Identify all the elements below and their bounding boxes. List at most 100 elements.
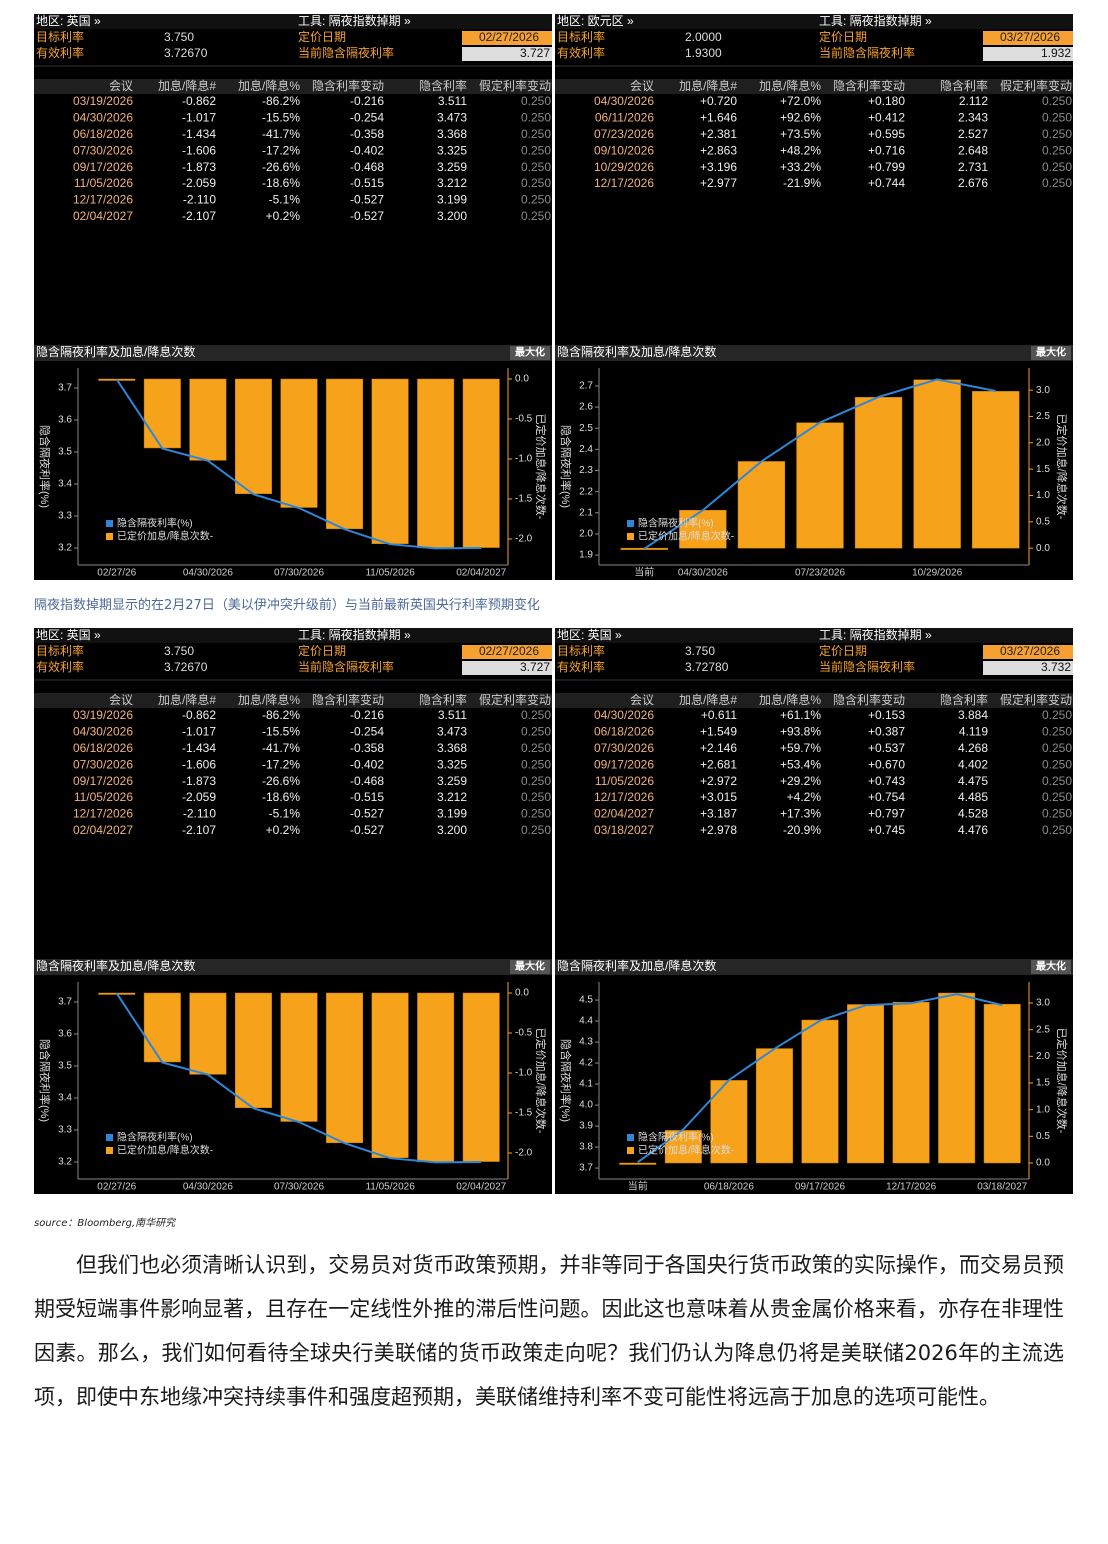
column-header: 加息/降息%: [238, 692, 300, 707]
table-cell: -1.606: [182, 143, 216, 157]
table-cell: 0.250: [521, 143, 551, 157]
legend-label: 已定价加息/降息次数-: [638, 1144, 734, 1157]
table-cell: -26.6%: [262, 774, 300, 788]
table-cell: 09/17/2026: [73, 160, 133, 174]
table-cell: +2.146: [700, 741, 737, 755]
maximize-label: 最大化: [1036, 346, 1066, 359]
table-cell: 0.250: [521, 176, 551, 190]
table-cell: -0.358: [350, 741, 384, 755]
table-cell: 03/19/2026: [73, 708, 133, 722]
x-tick-label: 当前: [634, 566, 654, 579]
table-cell: -1.434: [182, 741, 216, 755]
table-cell: -1.873: [182, 160, 216, 174]
y-tick-label: 3.6: [58, 1029, 72, 1040]
header-bar: [34, 628, 552, 643]
region: 地区: 欧元区 »: [557, 14, 634, 28]
column-header: 隐含利率变动: [312, 692, 384, 707]
table-cell: +0.180: [868, 94, 905, 108]
column-header: 隐含利率: [940, 78, 988, 93]
y2-axis-title: 已定价加息/降息次数-: [534, 1028, 548, 1134]
table-cell: 0.250: [1042, 143, 1072, 157]
column-header: 会议: [109, 693, 133, 707]
y-tick-label: 2.5: [579, 423, 593, 434]
table-cell: +0.720: [700, 94, 737, 108]
table-cell: -0.254: [350, 725, 384, 739]
table-cell: -0.254: [350, 111, 384, 125]
table-cell: 0.250: [521, 807, 551, 821]
date-box[interactable]: [462, 645, 552, 659]
maximize-button[interactable]: [1031, 960, 1071, 974]
table-cell: +29.2%: [780, 774, 821, 788]
table-cell: 0.250: [521, 790, 551, 804]
table-cell: 06/18/2026: [73, 741, 133, 755]
tool: 工具: 隔夜指数掉期 »: [819, 628, 932, 642]
y2-axis-title: 已定价加息/降息次数-: [534, 414, 548, 520]
x-tick-label: 09/17/2026: [795, 1182, 845, 1193]
rate-line: [115, 992, 482, 1164]
table-cell: 4.485: [958, 790, 988, 804]
table-cell: +0.153: [868, 708, 905, 722]
header-bar: [34, 14, 552, 29]
table-cell: 04/30/2026: [594, 708, 654, 722]
column-header: 会议: [109, 79, 133, 93]
table-cell: +0.595: [868, 127, 905, 141]
chart-title-bar: [34, 345, 552, 361]
table-cell: +61.1%: [780, 708, 821, 722]
header-bar: [555, 628, 1073, 643]
y-tick-label: 4.2: [579, 1058, 593, 1069]
column-header: 隐含利率: [419, 78, 467, 93]
table-cell: +0.716: [868, 143, 905, 157]
table-cell: 3.511: [438, 708, 467, 722]
table-cell: 0.250: [1042, 823, 1072, 837]
x-tick-label: 04/30/2026: [678, 568, 728, 579]
chart-title-bar: [34, 959, 552, 975]
maximize-button[interactable]: [510, 960, 550, 974]
table-cell: +2.863: [700, 143, 737, 157]
bloomberg-panel: 地区: 英国 » 工具: 隔夜指数掉期 » 目标利率 3.750 定价日期 02/27/2…: [34, 14, 552, 580]
implied-box: [462, 661, 552, 675]
y2-tick-label: 3.0: [1036, 998, 1050, 1009]
date-box[interactable]: [462, 31, 552, 45]
y-tick-label: 3.3: [58, 1125, 72, 1136]
table-cell: -15.5%: [262, 111, 300, 125]
y-axis-title: 隐含隔夜利率(%): [38, 1039, 52, 1122]
table-cell: 0.250: [1042, 94, 1072, 108]
y-tick-label: 2.4: [579, 444, 593, 455]
table-cell: 0.250: [1042, 708, 1072, 722]
y-tick-label: 4.5: [579, 995, 593, 1006]
label: 有效利率: [557, 45, 605, 60]
bar: [854, 397, 903, 549]
table-cell: 3.212: [437, 176, 467, 190]
table-cell: 2.731: [958, 160, 988, 174]
table-cell: 0.250: [1042, 176, 1072, 190]
x-tick-label: 04/30/2026: [183, 568, 233, 579]
y-tick-label: 2.1: [579, 507, 593, 518]
table-cell: +72.0%: [780, 94, 821, 108]
y-tick-label: 2.6: [579, 402, 593, 413]
column-header: 隐含利率: [940, 692, 988, 707]
table-cell: 02/04/2027: [73, 823, 133, 837]
table-cell: +2.978: [700, 823, 737, 837]
table-cell: -2.107: [182, 823, 216, 837]
label: 当前隐含隔夜利率: [298, 659, 394, 674]
chart-title: 隐含隔夜利率及加息/降息次数: [36, 344, 195, 359]
bar: [801, 1019, 839, 1164]
table-cell: 04/30/2026: [73, 725, 133, 739]
value: 3.750: [164, 30, 194, 44]
maximize-button[interactable]: [510, 346, 550, 360]
y2-tick-label: -1.0: [515, 454, 533, 465]
table-cell: 12/17/2026: [73, 193, 133, 207]
date-box[interactable]: [983, 645, 1073, 659]
region: 地区: 英国 »: [36, 14, 101, 28]
tool: 工具: 隔夜指数掉期 »: [298, 14, 411, 28]
label: 当前隐含隔夜利率: [819, 45, 915, 60]
table-cell: 0.250: [1042, 741, 1072, 755]
maximize-button[interactable]: [1031, 346, 1071, 360]
x-tick-label: 03/18/2027: [977, 1182, 1027, 1193]
table-cell: +0.744: [868, 176, 905, 190]
column-header: 会议: [630, 693, 654, 707]
date-box[interactable]: [983, 31, 1073, 45]
table-cell: 3.199: [437, 807, 467, 821]
y-tick-label: 3.8: [579, 1142, 593, 1153]
table-cell: 0.250: [1042, 807, 1072, 821]
